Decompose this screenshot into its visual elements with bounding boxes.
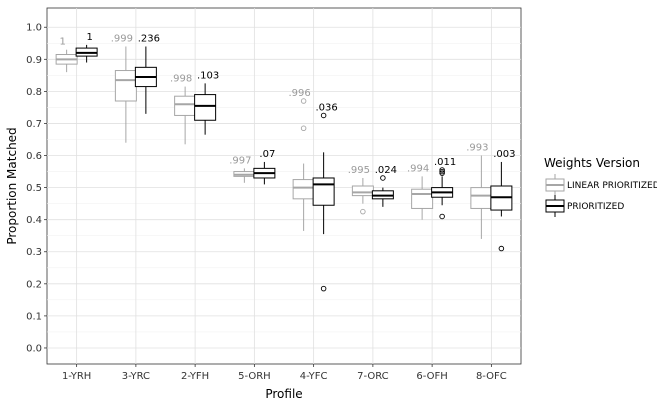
y-tick-label: 0.2	[26, 279, 42, 290]
y-tick-label: 0.8	[26, 87, 42, 98]
box-prioritized-2-YFH	[194, 83, 217, 135]
outlier-point	[300, 125, 307, 132]
annotation-label: .103	[197, 70, 219, 81]
y-tick-label: 1.0	[26, 23, 42, 34]
x-tick-label: 5-ORH	[238, 371, 271, 382]
annotations-layer: 1 .999 .998 .997 .996 .995 .994 .993 1 .236 .103 .0…	[59, 32, 515, 176]
box-iqr	[411, 188, 434, 209]
outlier-point	[439, 213, 445, 220]
annotation-label: .994	[407, 163, 429, 174]
box-prioritized-1-YRH	[75, 44, 98, 63]
box-linear-prioritized-2-YFH	[174, 86, 197, 145]
box-prioritized-6-OFH	[431, 167, 454, 220]
box-linear-prioritized-5-ORH	[233, 168, 256, 183]
box-prioritized-7-ORC	[371, 175, 394, 207]
legend-key-prioritized	[545, 195, 565, 217]
y-tick-label: 0.6	[26, 151, 42, 162]
annotation-label: .011	[434, 157, 456, 168]
x-axis-title: Profile	[265, 387, 302, 401]
legend-title: Weights Version	[544, 156, 640, 170]
annotation-label: 1	[59, 37, 65, 48]
x-tick-label: 2-YFH	[181, 371, 209, 382]
x-tick-label: 8-OFC	[476, 371, 507, 382]
box-linear-prioritized-8-OFC	[470, 155, 493, 239]
grid-lines	[47, 8, 521, 364]
box-linear-prioritized-6-OFH	[411, 176, 434, 220]
legend-key-linear-prioritized	[545, 174, 565, 196]
annotation-label: 1	[86, 32, 92, 43]
box-iqr	[114, 70, 137, 102]
box-iqr	[312, 177, 335, 206]
annotation-label: .996	[288, 88, 310, 99]
y-tick-label: 0.7	[26, 119, 42, 130]
annotation-label: .999	[111, 33, 133, 44]
outlier-point	[498, 245, 505, 252]
annotation-label: .236	[138, 33, 160, 44]
y-tick-label: 0.9	[26, 55, 42, 66]
x-tick-label: 3-YRC	[122, 371, 150, 382]
outlier-point	[300, 98, 307, 104]
y-tick-label: 0.0	[26, 343, 42, 354]
box-iqr	[194, 94, 217, 121]
outlier-point	[439, 170, 445, 176]
y-tick-label: 0.4	[26, 215, 42, 226]
x-tick-label: 6-OFH	[416, 371, 447, 382]
annotation-label: .995	[348, 165, 370, 176]
x-tick-label: 4-YFC	[300, 371, 328, 382]
x-axis: 1-YRH 3-YRC 2-YFH 5-ORH 4-YFC 7-ORC 6-OFH 8-OFC	[62, 364, 507, 382]
annotation-label: .07	[259, 149, 275, 160]
outlier-point	[439, 168, 445, 175]
outlier-point	[360, 208, 366, 215]
box-iqr	[174, 95, 197, 116]
annotation-label: .993	[466, 143, 488, 154]
box-prioritized-4-YFC	[312, 112, 335, 292]
annotation-label: .036	[315, 102, 337, 113]
box-iqr	[351, 185, 374, 197]
box-linear-prioritized-4-YFC	[292, 98, 315, 231]
outlier-point	[439, 167, 445, 173]
box-prioritized-8-OFC	[490, 161, 513, 252]
annotation-label: .997	[229, 155, 251, 166]
box-prioritized-5-ORH	[253, 161, 276, 185]
outlier-point	[380, 175, 386, 181]
outlier-point	[320, 285, 327, 292]
annotation-label: .024	[375, 165, 397, 176]
boxes-layer	[55, 44, 513, 292]
y-tick-label: 0.3	[26, 247, 42, 258]
annotation-label: .003	[493, 149, 515, 160]
box-iqr	[470, 187, 493, 209]
x-tick-label: 1-YRH	[62, 371, 91, 382]
legend-label-prioritized: PRIORITIZED	[567, 202, 624, 212]
x-tick-label: 7-ORC	[357, 371, 389, 382]
legend-label-linear: LINEAR PRIORITIZED	[567, 181, 657, 191]
legend-keys	[545, 174, 565, 217]
outlier-point	[320, 112, 327, 119]
y-axis: 0.0 0.1 0.2 0.3 0.4 0.5 0.6 0.7 0.8 0.9 1.0	[26, 23, 47, 354]
box-linear-prioritized-1-YRH	[55, 49, 78, 73]
y-tick-label: 0.5	[26, 183, 42, 194]
y-tick-label: 0.1	[26, 311, 42, 322]
box-iqr	[292, 179, 315, 200]
annotation-label: .998	[170, 74, 192, 85]
box-prioritized-3-YRC	[134, 46, 157, 114]
plot-panel	[46, 7, 522, 365]
legend: Weights Version LINEAR PRIORITIZED PRIOR…	[544, 156, 657, 217]
y-axis-title: Proportion Matched	[5, 127, 19, 244]
